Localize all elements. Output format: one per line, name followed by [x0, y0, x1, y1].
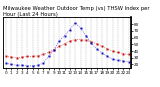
Text: Milwaukee Weather Outdoor Temp (vs) THSW Index per Hour (Last 24 Hours): Milwaukee Weather Outdoor Temp (vs) THSW… — [3, 6, 150, 17]
